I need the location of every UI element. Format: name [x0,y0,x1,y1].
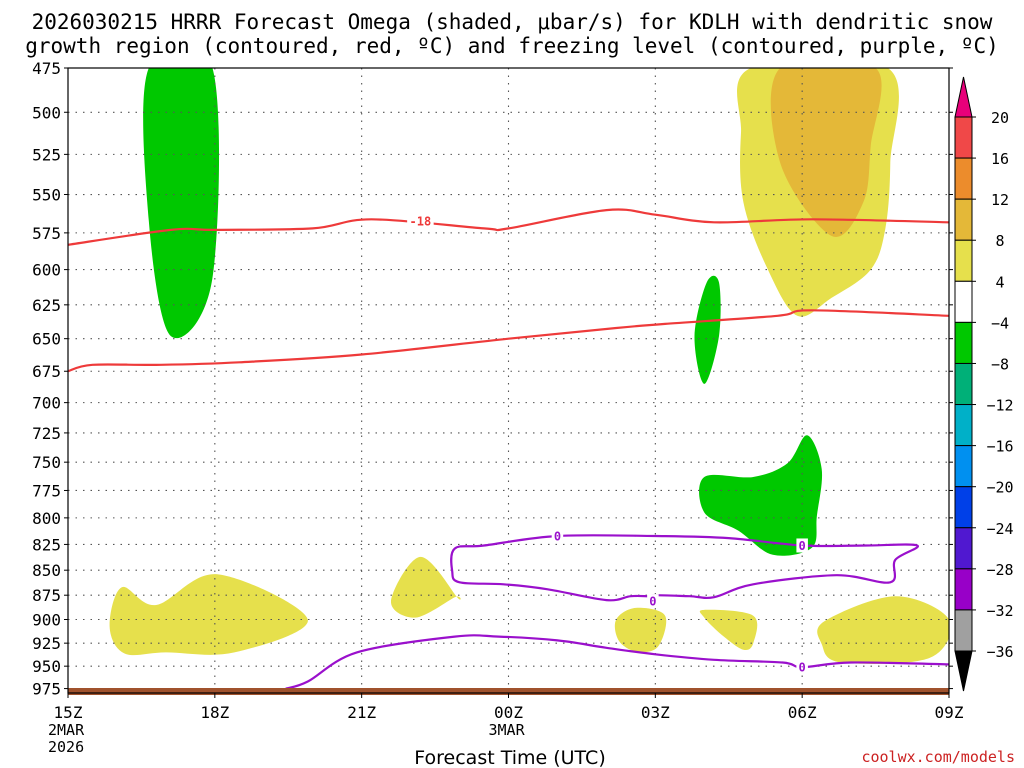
freezing-label-bg [796,660,808,675]
y-tick-label: 750 [32,453,61,472]
freezing-contour-label: 0 [554,530,561,544]
y-tick-label: 675 [32,362,61,381]
colorbar-label: −32 [986,602,1013,620]
colorbar-bottom-arrow [954,650,973,692]
dendritic-label-bg [407,213,434,228]
y-tick-label: 725 [32,424,61,443]
colorbar-swatch [954,157,973,200]
plot-area: -18 0 0 0 0 [67,67,950,695]
colorbar-label: −16 [986,438,1013,456]
y-tick-label: 925 [32,634,61,653]
freezing-contour-label: 0 [799,661,806,675]
x-tick-label: 06Z [788,703,817,722]
y-tick-label: 950 [32,657,61,676]
dendritic-contour-1 [68,309,949,373]
colorbar-label: −20 [986,479,1013,497]
omega-region-2 [699,435,823,556]
x-tick-label: 09Z [935,703,964,722]
colorbar-swatch [954,486,973,529]
x-tick-label: 18Z [200,703,229,722]
freezing-contour-0 [450,534,919,602]
freezing-contour-label: 0 [799,539,806,553]
colorbar-label: −28 [986,561,1013,579]
chart-title-line2: growth region (contoured, red, ºC) and f… [25,34,999,58]
colorbar-label: 4 [995,273,1004,291]
freezing-label-bg [647,594,659,609]
x-axis-title: Forecast Time (UTC) [414,747,605,768]
y-tick-label: 875 [32,586,61,605]
freezing-label-bg [796,538,808,553]
colorbar-swatch [954,239,973,282]
y-tick-label: 475 [32,59,61,78]
freezing-label-bg [551,529,564,544]
omega-region-5 [109,574,308,656]
ground-level-bar [68,688,949,695]
y-tick-label: 900 [32,611,61,630]
colorbar-swatch [954,280,973,323]
x-tick-label: 15Z [54,703,83,722]
y-tick-label: 500 [32,103,61,122]
omega-shading-layer [109,68,949,664]
x-tick-label: 03Z [641,703,670,722]
colorbar-swatch [954,445,973,488]
omega-region-9 [817,596,949,664]
dendritic-contour-0 [68,208,949,246]
y-axis: 475 500 525 550 575 600 625 650 675 700 725 750 775 8… [32,59,953,699]
omega-region-0 [143,68,220,338]
x-tick-year-label: 2026 [48,738,84,756]
colorbar-label: −24 [986,520,1013,538]
dendritic-contour-label: -18 [410,214,432,228]
colorbar-label: −36 [986,643,1013,661]
contour-label-layer: -18 0 0 0 0 [407,213,808,675]
colorbar-top-arrow [954,76,973,118]
x-tick-label: 00Z [494,703,523,722]
y-tick-label: 825 [32,535,61,554]
y-tick-label: 975 [32,680,61,699]
colorbar-label: −4 [991,314,1009,332]
y-tick-label: 550 [32,186,61,205]
colorbar-swatch [954,116,973,159]
colorbar-swatch [954,609,973,652]
colorbar-swatch [954,362,973,406]
chart-title-line1: 2026030215 HRRR Forecast Omega (shaded, … [32,10,993,34]
omega-region-1 [694,275,721,384]
y-tick-label: 525 [32,145,61,164]
freezing-contour-label: 0 [649,595,656,609]
y-tick-label: 775 [32,481,61,500]
colorbar-swatch [954,198,973,241]
contour-layer [68,208,949,690]
colorbar-label: −8 [991,355,1009,373]
y-tick-label: 850 [32,561,61,580]
y-tick-label: 625 [32,296,61,315]
y-tick-label: 650 [32,330,61,349]
x-tick-date-label: 2MAR [48,721,85,739]
x-tick-label: 21Z [347,703,376,722]
colorbar-swatch [954,527,973,570]
colorbar-swatch [954,404,973,447]
colorbar-label: 8 [995,232,1004,250]
y-tick-label: 700 [32,394,61,413]
colorbar-swatch [954,321,973,364]
colorbar-label: 12 [991,191,1009,209]
omega-region-7 [614,607,667,653]
colorbar-label: 16 [991,150,1009,168]
colorbar: 20 16 12 8 4 −4 −8 −12 −16 −20 −24 −28 −32 −36 [954,76,1014,692]
y-tick-label: 600 [32,261,61,280]
colorbar-swatch [954,568,973,611]
colorbar-label: 20 [991,109,1009,127]
x-tick-date-label: 3MAR [489,721,526,739]
y-tick-label: 800 [32,509,61,528]
colorbar-label: −12 [986,397,1013,415]
credit-text: coolwx.com/models [861,748,1015,766]
y-tick-label: 575 [32,224,61,243]
omega-region-6 [390,556,461,618]
omega-region-4 [770,68,882,237]
